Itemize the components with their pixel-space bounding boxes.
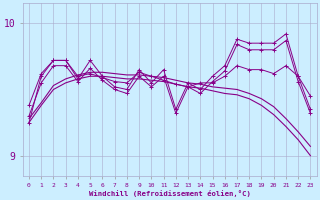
X-axis label: Windchill (Refroidissement éolien,°C): Windchill (Refroidissement éolien,°C) [89,190,251,197]
